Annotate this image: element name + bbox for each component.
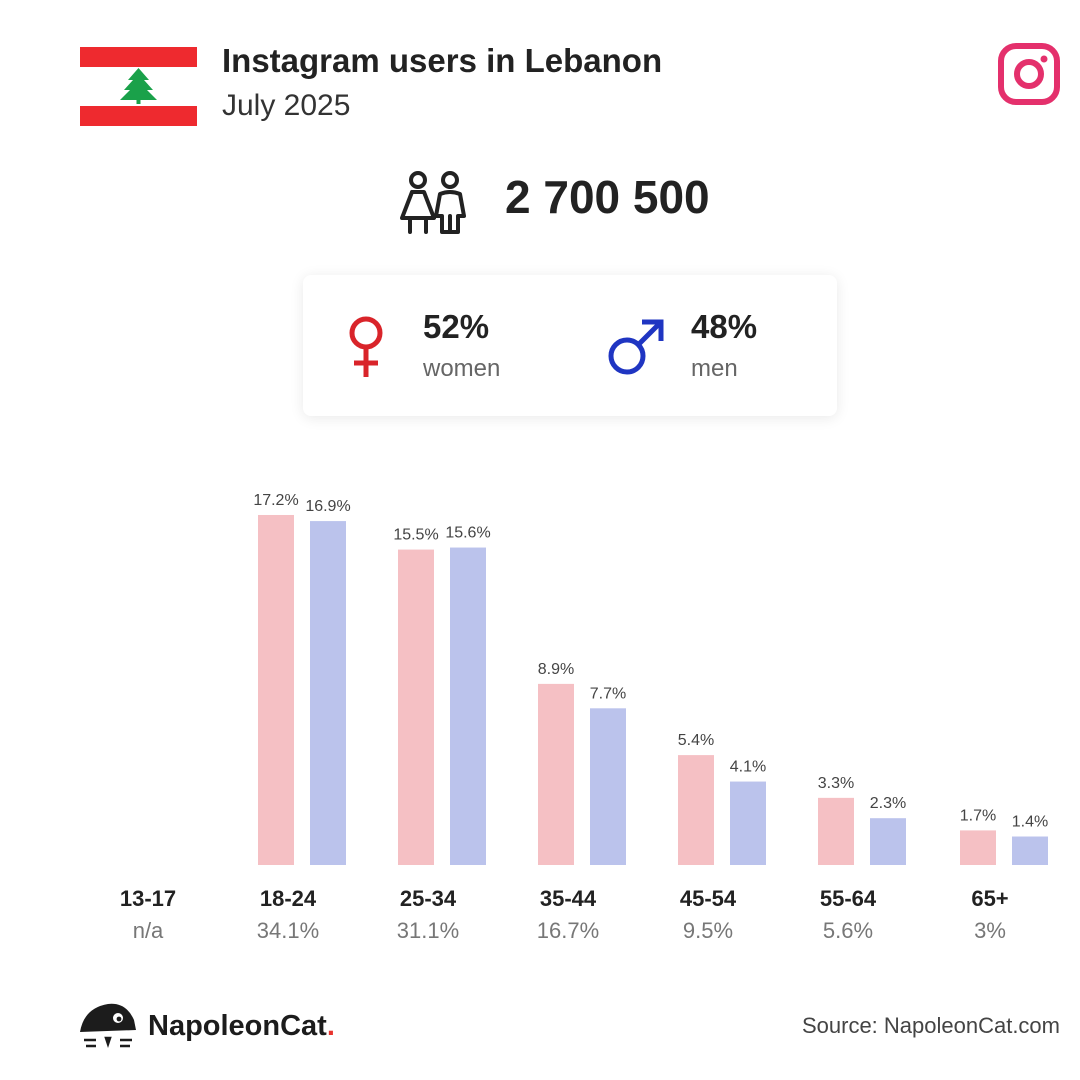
bar-18-24-series-1: [258, 514, 294, 865]
bar-value-label: 15.6%: [445, 525, 490, 542]
men-label: men: [691, 355, 738, 382]
age-group-label: 65+: [971, 886, 1008, 911]
age-group-total: n/a: [133, 918, 164, 943]
men-percent: 48%: [691, 308, 758, 345]
bar-25-34-series-1: [398, 549, 434, 865]
total-users-value: 2 700 500: [505, 171, 710, 223]
gender-split-card: 52% women 48% men: [303, 275, 837, 416]
bar-65+-series-2: [1012, 836, 1048, 865]
bar-65+-series-1: [960, 830, 996, 865]
bar-18-24-series-2: [310, 521, 346, 865]
bar-35-44-series-2: [590, 708, 626, 865]
instagram-icon: [998, 43, 1060, 105]
age-group-total: 5.6%: [823, 918, 873, 943]
bar-value-label: 2.3%: [870, 795, 906, 812]
bar-value-label: 1.4%: [1012, 814, 1048, 831]
female-symbol-icon: [349, 316, 383, 377]
bar-value-label: 8.9%: [538, 661, 574, 678]
age-group-label: 18-24: [260, 886, 317, 911]
bar-25-34-series-2: [450, 547, 486, 865]
bar-value-label: 16.9%: [305, 498, 350, 515]
napoleoncat-logo-icon: [80, 1003, 136, 1048]
age-group-total: 9.5%: [683, 918, 733, 943]
bar-value-label: 3.3%: [818, 775, 854, 792]
bar-value-label: 5.4%: [678, 732, 714, 749]
age-gender-bar-chart: 13-17 n/a 17.2% 16.9% 18-24 34.1% 15.5% 15.6% 25…: [120, 492, 1048, 943]
bar-45-54-series-1: [678, 755, 714, 865]
bar-value-label: 1.7%: [960, 807, 996, 824]
age-group-total: 3%: [974, 918, 1006, 943]
bar-55-64-series-1: [818, 797, 854, 865]
bar-35-44-series-1: [538, 683, 574, 865]
lebanon-flag-icon: [80, 47, 197, 126]
bar-55-64-series-2: [870, 818, 906, 865]
age-group-total: 34.1%: [257, 918, 319, 943]
bar-value-label: 17.2%: [253, 492, 298, 509]
male-symbol-icon: [608, 319, 664, 375]
people-icon: [400, 171, 466, 234]
page-title: Instagram users in Lebanon: [222, 42, 663, 79]
women-label: women: [423, 355, 501, 382]
age-group-label: 13-17: [120, 886, 176, 911]
bar-value-label: 4.1%: [730, 759, 766, 776]
bar-45-54-series-2: [730, 781, 766, 865]
age-group-label: 45-54: [680, 886, 737, 911]
age-group-total: 16.7%: [537, 918, 599, 943]
brand-name: NapoleonCat.: [148, 1010, 335, 1042]
age-group-label: 35-44: [540, 886, 597, 911]
age-group-total: 31.1%: [397, 918, 459, 943]
bar-value-label: 7.7%: [590, 685, 626, 702]
source-credit: Source: NapoleonCat.com: [801, 1013, 1060, 1038]
page-subtitle: July 2025: [222, 89, 351, 122]
age-group-label: 55-64: [820, 886, 877, 911]
age-group-label: 25-34: [400, 886, 457, 911]
bar-value-label: 15.5%: [393, 527, 438, 544]
women-percent: 52%: [423, 308, 490, 345]
